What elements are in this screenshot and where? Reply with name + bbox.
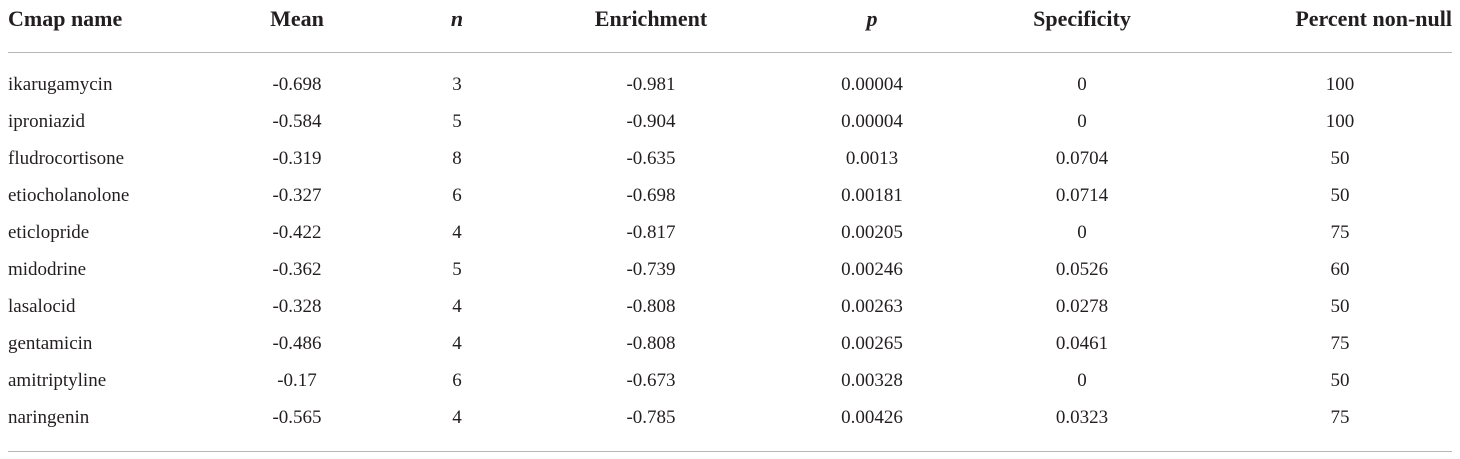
cell-specificity: 0.0526 bbox=[1055, 259, 1109, 280]
cell-specificity: 0.0704 bbox=[1055, 148, 1109, 169]
cell-n: 5 bbox=[452, 259, 462, 280]
cell-n: 4 bbox=[452, 407, 462, 428]
header-enrichment: Enrichment bbox=[594, 6, 708, 31]
header-percent-non-null: Percent non-null bbox=[1295, 6, 1452, 31]
cell-n: 8 bbox=[452, 148, 462, 169]
cell-mean: -0.17 bbox=[277, 370, 317, 391]
cell-cmap-name: amitriptyline bbox=[8, 370, 107, 391]
cell-percent-non-null: 75 bbox=[1330, 333, 1350, 354]
cell-enrichment: -0.808 bbox=[626, 333, 676, 354]
header-mean: Mean bbox=[270, 6, 324, 31]
cell-p: 0.00004 bbox=[841, 74, 903, 95]
cell-cmap-name: iproniazid bbox=[8, 111, 86, 132]
table-row: iproniazid -0.584 5 -0.904 0.00004 0 100 bbox=[0, 107, 1460, 137]
cell-mean: -0.362 bbox=[272, 259, 322, 280]
cell-percent-non-null: 50 bbox=[1330, 296, 1350, 317]
cell-p: 0.00246 bbox=[841, 259, 903, 280]
cell-n: 4 bbox=[452, 222, 462, 243]
cell-n: 3 bbox=[452, 74, 462, 95]
cell-cmap-name: midodrine bbox=[8, 259, 87, 280]
table-bottom-rule bbox=[8, 451, 1452, 452]
cell-specificity: 0.0278 bbox=[1055, 296, 1109, 317]
cell-n: 4 bbox=[452, 296, 462, 317]
cell-n: 4 bbox=[452, 333, 462, 354]
header-p: p bbox=[866, 6, 878, 31]
cell-p: 0.00426 bbox=[841, 407, 903, 428]
cell-specificity: 0.0461 bbox=[1055, 333, 1109, 354]
cell-percent-non-null: 100 bbox=[1325, 111, 1355, 132]
cell-p: 0.00205 bbox=[841, 222, 903, 243]
cell-cmap-name: ikarugamycin bbox=[8, 74, 113, 95]
table-row: midodrine -0.362 5 -0.739 0.00246 0.0526 60 bbox=[0, 255, 1460, 285]
cell-cmap-name: etiocholanolone bbox=[8, 185, 130, 206]
table-header-row: Cmap name Mean n Enrichment p Specificit… bbox=[0, 4, 1460, 34]
cell-specificity: 0 bbox=[1077, 370, 1087, 391]
cell-percent-non-null: 60 bbox=[1330, 259, 1350, 280]
cell-cmap-name: lasalocid bbox=[8, 296, 76, 317]
cell-p: 0.00181 bbox=[841, 185, 903, 206]
cell-specificity: 0.0323 bbox=[1055, 407, 1109, 428]
cell-p: 0.0013 bbox=[845, 148, 899, 169]
cell-enrichment: -0.981 bbox=[626, 74, 676, 95]
cell-p: 0.00263 bbox=[841, 296, 903, 317]
cell-mean: -0.565 bbox=[272, 407, 322, 428]
cell-enrichment: -0.785 bbox=[626, 407, 676, 428]
cell-mean: -0.328 bbox=[272, 296, 322, 317]
header-specificity: Specificity bbox=[1033, 6, 1131, 31]
cell-enrichment: -0.904 bbox=[626, 111, 676, 132]
header-cmap-name: Cmap name bbox=[8, 6, 123, 31]
cell-enrichment: -0.808 bbox=[626, 296, 676, 317]
cell-p: 0.00265 bbox=[841, 333, 903, 354]
cell-percent-non-null: 75 bbox=[1330, 222, 1350, 243]
cell-p: 0.00328 bbox=[841, 370, 903, 391]
cell-percent-non-null: 100 bbox=[1325, 74, 1355, 95]
table-row: ikarugamycin -0.698 3 -0.981 0.00004 0 100 bbox=[0, 70, 1460, 100]
header-n: n bbox=[450, 6, 464, 31]
header-divider bbox=[8, 52, 1452, 53]
cell-cmap-name: eticlopride bbox=[8, 222, 90, 243]
cell-percent-non-null: 50 bbox=[1330, 148, 1350, 169]
cell-enrichment: -0.698 bbox=[626, 185, 676, 206]
cell-specificity: 0 bbox=[1077, 74, 1087, 95]
table-row: etiocholanolone -0.327 6 -0.698 0.00181 0.071… bbox=[0, 181, 1460, 211]
cell-cmap-name: naringenin bbox=[8, 407, 90, 428]
cell-specificity: 0 bbox=[1077, 111, 1087, 132]
cell-percent-non-null: 75 bbox=[1330, 407, 1350, 428]
cell-mean: -0.698 bbox=[272, 74, 322, 95]
cell-specificity: 0.0714 bbox=[1055, 185, 1109, 206]
cell-p: 0.00004 bbox=[841, 111, 903, 132]
cell-cmap-name: gentamicin bbox=[8, 333, 93, 354]
cell-mean: -0.319 bbox=[272, 148, 322, 169]
cell-enrichment: -0.635 bbox=[626, 148, 676, 169]
cell-mean: -0.584 bbox=[272, 111, 322, 132]
cell-enrichment: -0.739 bbox=[626, 259, 676, 280]
cell-mean: -0.422 bbox=[272, 222, 322, 243]
table-row: lasalocid -0.328 4 -0.808 0.00263 0.0278 50 bbox=[0, 292, 1460, 322]
table-row: amitriptyline -0.17 6 -0.673 0.00328 0 50 bbox=[0, 366, 1460, 396]
cell-percent-non-null: 50 bbox=[1330, 370, 1350, 391]
cell-percent-non-null: 50 bbox=[1330, 185, 1350, 206]
cell-mean: -0.486 bbox=[272, 333, 322, 354]
table-row: gentamicin -0.486 4 -0.808 0.00265 0.0461 75 bbox=[0, 329, 1460, 359]
cell-mean: -0.327 bbox=[272, 185, 322, 206]
cell-n: 5 bbox=[452, 111, 462, 132]
table-row: naringenin -0.565 4 -0.785 0.00426 0.0323 75 bbox=[0, 403, 1460, 433]
cell-n: 6 bbox=[452, 185, 462, 206]
cell-specificity: 0 bbox=[1077, 222, 1087, 243]
table-row: eticlopride -0.422 4 -0.817 0.00205 0 75 bbox=[0, 218, 1460, 248]
cell-enrichment: -0.817 bbox=[626, 222, 676, 243]
cell-cmap-name: fludrocortisone bbox=[8, 148, 125, 169]
table-row: fludrocortisone -0.319 8 -0.635 0.0013 0.0704… bbox=[0, 144, 1460, 174]
cell-n: 6 bbox=[452, 370, 462, 391]
cell-enrichment: -0.673 bbox=[626, 370, 676, 391]
